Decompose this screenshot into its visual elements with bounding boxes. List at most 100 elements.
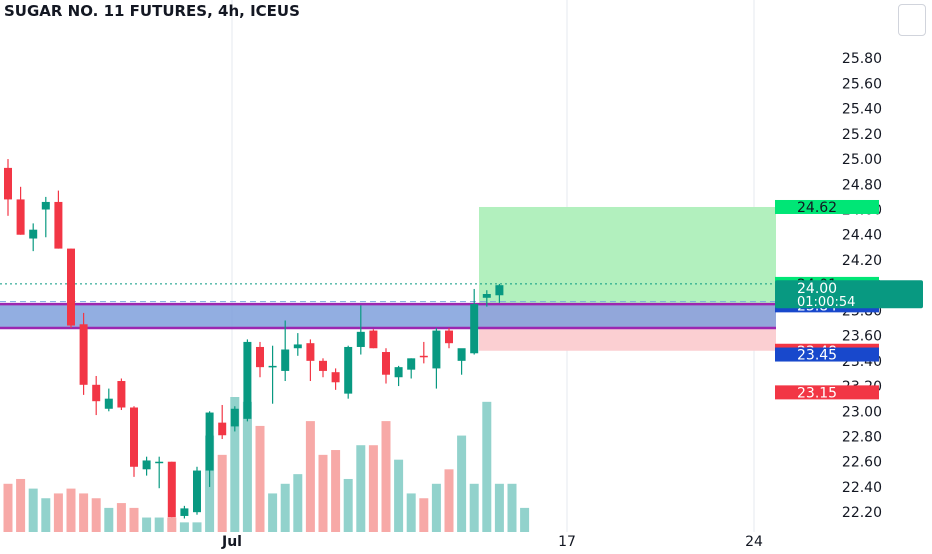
volume-bar (255, 425, 265, 532)
y-tick-label: 23.60 (842, 329, 882, 345)
candle-body (268, 365, 277, 368)
volume-bar (154, 517, 164, 532)
candle-body (281, 349, 290, 371)
scale-settings-button[interactable] (898, 4, 926, 36)
y-tick-label: 25.40 (842, 102, 882, 118)
candle-body (155, 461, 164, 464)
y-tick-label: 23.00 (842, 404, 882, 420)
volume-bar (280, 483, 290, 532)
volume-bar (192, 522, 202, 532)
y-tick-label: 22.60 (842, 455, 882, 471)
bar-countdown: 01:00:54 (797, 295, 855, 310)
y-tick-label: 24.80 (842, 177, 882, 193)
y-tick-label: 25.80 (842, 51, 882, 67)
candle-body (167, 461, 176, 518)
candle-body (445, 330, 453, 344)
y-tick-label: 22.40 (842, 480, 882, 496)
volume-bar (431, 483, 441, 532)
volume-bar (16, 478, 26, 532)
volume-bar (91, 498, 101, 532)
candle-body (218, 422, 227, 436)
candle-body (130, 407, 138, 467)
volume-bar (343, 478, 353, 532)
price-axis (776, 0, 932, 550)
candle-body (67, 248, 75, 326)
price-label-text: 23.45 (797, 348, 837, 364)
volume-bar (394, 459, 404, 532)
candle-body (16, 199, 25, 235)
volume-bar (469, 483, 479, 532)
y-tick-label: 22.80 (842, 430, 882, 446)
volume-bar (318, 454, 328, 532)
candle-body (419, 355, 428, 358)
candle-body (306, 343, 315, 361)
candle-body (356, 331, 365, 347)
y-tick-label: 25.00 (842, 152, 882, 168)
candle-body (407, 358, 416, 370)
volume-bar (268, 493, 278, 532)
candle-body (432, 330, 441, 369)
y-tick-label: 22.20 (842, 505, 882, 521)
volume-bar (368, 445, 378, 532)
candle-body (180, 508, 189, 516)
volume-bar (3, 483, 13, 532)
volume-bar (179, 522, 189, 532)
volume-bar (507, 483, 517, 532)
candle-body (482, 294, 491, 298)
x-tick-label: 17 (558, 534, 576, 550)
candle-body (495, 285, 504, 296)
volume-bar (217, 454, 227, 532)
volume-bar (520, 507, 530, 532)
volume-bar (104, 507, 114, 532)
volume-bar (482, 401, 492, 532)
candle-body (394, 367, 403, 378)
candle-body (331, 372, 340, 383)
volume-bar (66, 488, 76, 532)
candle-body (243, 341, 252, 419)
volume-bar (494, 483, 504, 532)
volume-bar (457, 435, 467, 532)
candle-body (230, 408, 239, 427)
candle-body (319, 360, 327, 371)
volume-bar (41, 498, 51, 532)
price-label-text: 24.62 (797, 200, 837, 216)
volume-bar (305, 421, 315, 532)
x-tick-label: Jul (221, 534, 242, 550)
last-price-tag (775, 280, 923, 309)
candle-body (293, 344, 302, 349)
volume-bar (167, 517, 177, 532)
volume-bar (142, 517, 152, 532)
candle-body (92, 384, 101, 402)
price-label-tag (775, 385, 879, 400)
candle-body (54, 201, 63, 249)
volume-bar (129, 507, 139, 532)
volume-bar (116, 503, 126, 532)
y-tick-label: 25.60 (842, 76, 882, 92)
volume-bar (230, 397, 240, 532)
price-label-tag (775, 347, 879, 362)
candle-body (4, 167, 12, 200)
last-price-value: 24.00 (797, 281, 837, 297)
volume-bar (28, 488, 38, 532)
volume-bar (406, 493, 416, 532)
x-tick-label: 24 (745, 534, 763, 550)
y-tick-label: 24.20 (842, 253, 882, 269)
candle-body (29, 229, 38, 239)
chart-title: SUGAR NO. 11 FUTURES, 4h, ICEUS (4, 2, 300, 20)
support-zone (0, 304, 776, 329)
volume-bar (53, 493, 63, 532)
take-profit-zone (479, 206, 776, 305)
candle-body (104, 398, 113, 409)
candle-body (41, 201, 50, 210)
volume-bar (419, 498, 429, 532)
volume-bar (293, 474, 303, 532)
candle-body (457, 348, 466, 361)
candle-body (256, 346, 264, 368)
volume-bar (331, 450, 341, 532)
volume-bar (381, 421, 391, 532)
candle-body (470, 304, 479, 354)
candle-body (369, 330, 378, 349)
y-tick-label: 24.40 (842, 228, 882, 244)
